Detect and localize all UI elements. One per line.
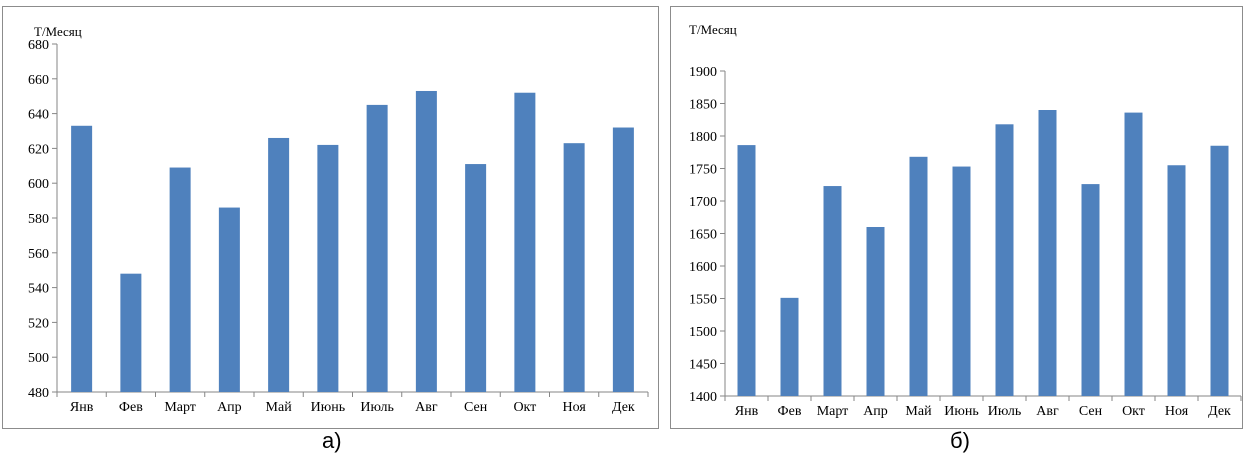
bar <box>317 144 339 392</box>
bar <box>1124 112 1143 396</box>
y-tick-label: 500 <box>28 351 49 366</box>
bar <box>120 273 142 392</box>
y-tick-label: 480 <box>28 386 49 401</box>
y-tick-label: 680 <box>28 38 49 53</box>
y-tick-label: 1450 <box>689 358 717 373</box>
x-tick-label: Май <box>905 404 932 419</box>
x-tick-label: Фев <box>778 404 802 419</box>
chart-a-caption: а) <box>322 428 342 453</box>
bar <box>866 227 885 396</box>
y-tick-label: 600 <box>28 177 49 192</box>
y-tick-label: 1700 <box>689 195 717 210</box>
bar <box>71 125 93 392</box>
bar <box>612 127 634 393</box>
y-tick-label: 1600 <box>689 260 717 275</box>
x-tick-label: Апр <box>863 404 888 419</box>
y-tick-label: 640 <box>28 108 49 123</box>
x-tick-label: Сен <box>464 400 488 415</box>
bar <box>514 92 536 392</box>
x-tick-label: Ноя <box>1165 404 1189 419</box>
x-tick-label: Май <box>266 400 293 415</box>
y-axis-label: Т/Месяц <box>34 24 82 39</box>
bar <box>823 186 842 396</box>
y-axis-label: Т/Месяц <box>689 22 737 37</box>
bar <box>1210 145 1229 396</box>
x-tick-label: Июль <box>360 400 394 415</box>
bar <box>780 297 799 396</box>
x-tick-label: Апр <box>217 400 242 415</box>
y-tick-label: 540 <box>28 282 49 297</box>
x-tick-label: Дек <box>1208 404 1231 419</box>
x-tick-label: Ноя <box>562 400 586 415</box>
chart-b: Т/Месяц 1400 1450 1500 1550 1600 1650 1700 1750 1… <box>689 22 1242 419</box>
x-tick-label: Июнь <box>311 400 345 415</box>
y-tick-label: 1850 <box>689 98 717 113</box>
bar <box>952 166 971 396</box>
chart-panel-a: Т/Месяц 480 500 520 540 560 580 600 620 640 660 680… <box>2 6 659 429</box>
x-tick-label: Авг <box>415 400 438 415</box>
y-tick-label: 1400 <box>689 390 717 405</box>
x-tick-label: Фев <box>119 400 143 415</box>
y-tick-label: 1800 <box>689 130 717 145</box>
y-tick-label: 560 <box>28 247 49 262</box>
x-tick-label: Сен <box>1079 404 1103 419</box>
y-tick-label: 1500 <box>689 325 717 340</box>
x-tick-label: Янв <box>70 400 94 415</box>
y-tick-label: 580 <box>28 212 49 227</box>
chart-panel-b: Т/Месяц 1400 1450 1500 1550 1600 1650 1700 1750 1… <box>670 6 1243 429</box>
chart-b-caption: б) <box>950 428 970 453</box>
y-tick-label: 1900 <box>689 65 717 80</box>
bar <box>268 137 290 392</box>
x-tick-label: Июль <box>988 404 1022 419</box>
y-tick-label: 1750 <box>689 163 717 178</box>
x-tick-label: Авг <box>1036 404 1059 419</box>
bar <box>465 164 487 392</box>
bar <box>415 90 437 392</box>
x-tick-label: Июнь <box>944 404 978 419</box>
x-tick-label: Дек <box>612 400 635 415</box>
x-tick-label: Янв <box>735 404 759 419</box>
x-tick-label: Март <box>164 400 196 415</box>
y-tick-label: 1650 <box>689 228 717 243</box>
bar <box>218 207 240 392</box>
bar <box>1038 110 1057 396</box>
y-tick-label: 1550 <box>689 293 717 308</box>
bar <box>909 156 928 396</box>
y-tick-label: 620 <box>28 142 49 157</box>
y-tick-label: 660 <box>28 73 49 88</box>
chart-a: Т/Месяц 480 500 520 540 560 580 600 620 640 660 680… <box>28 24 649 415</box>
bar <box>169 167 191 392</box>
x-tick-label: Март <box>817 404 849 419</box>
x-tick-label: Окт <box>1122 404 1145 419</box>
bar <box>563 143 585 392</box>
x-tick-label: Окт <box>513 400 536 415</box>
bar <box>366 104 388 393</box>
bar <box>1081 184 1100 396</box>
bar <box>995 124 1014 397</box>
y-tick-label: 520 <box>28 316 49 331</box>
bar <box>737 145 756 396</box>
bar <box>1167 165 1186 396</box>
